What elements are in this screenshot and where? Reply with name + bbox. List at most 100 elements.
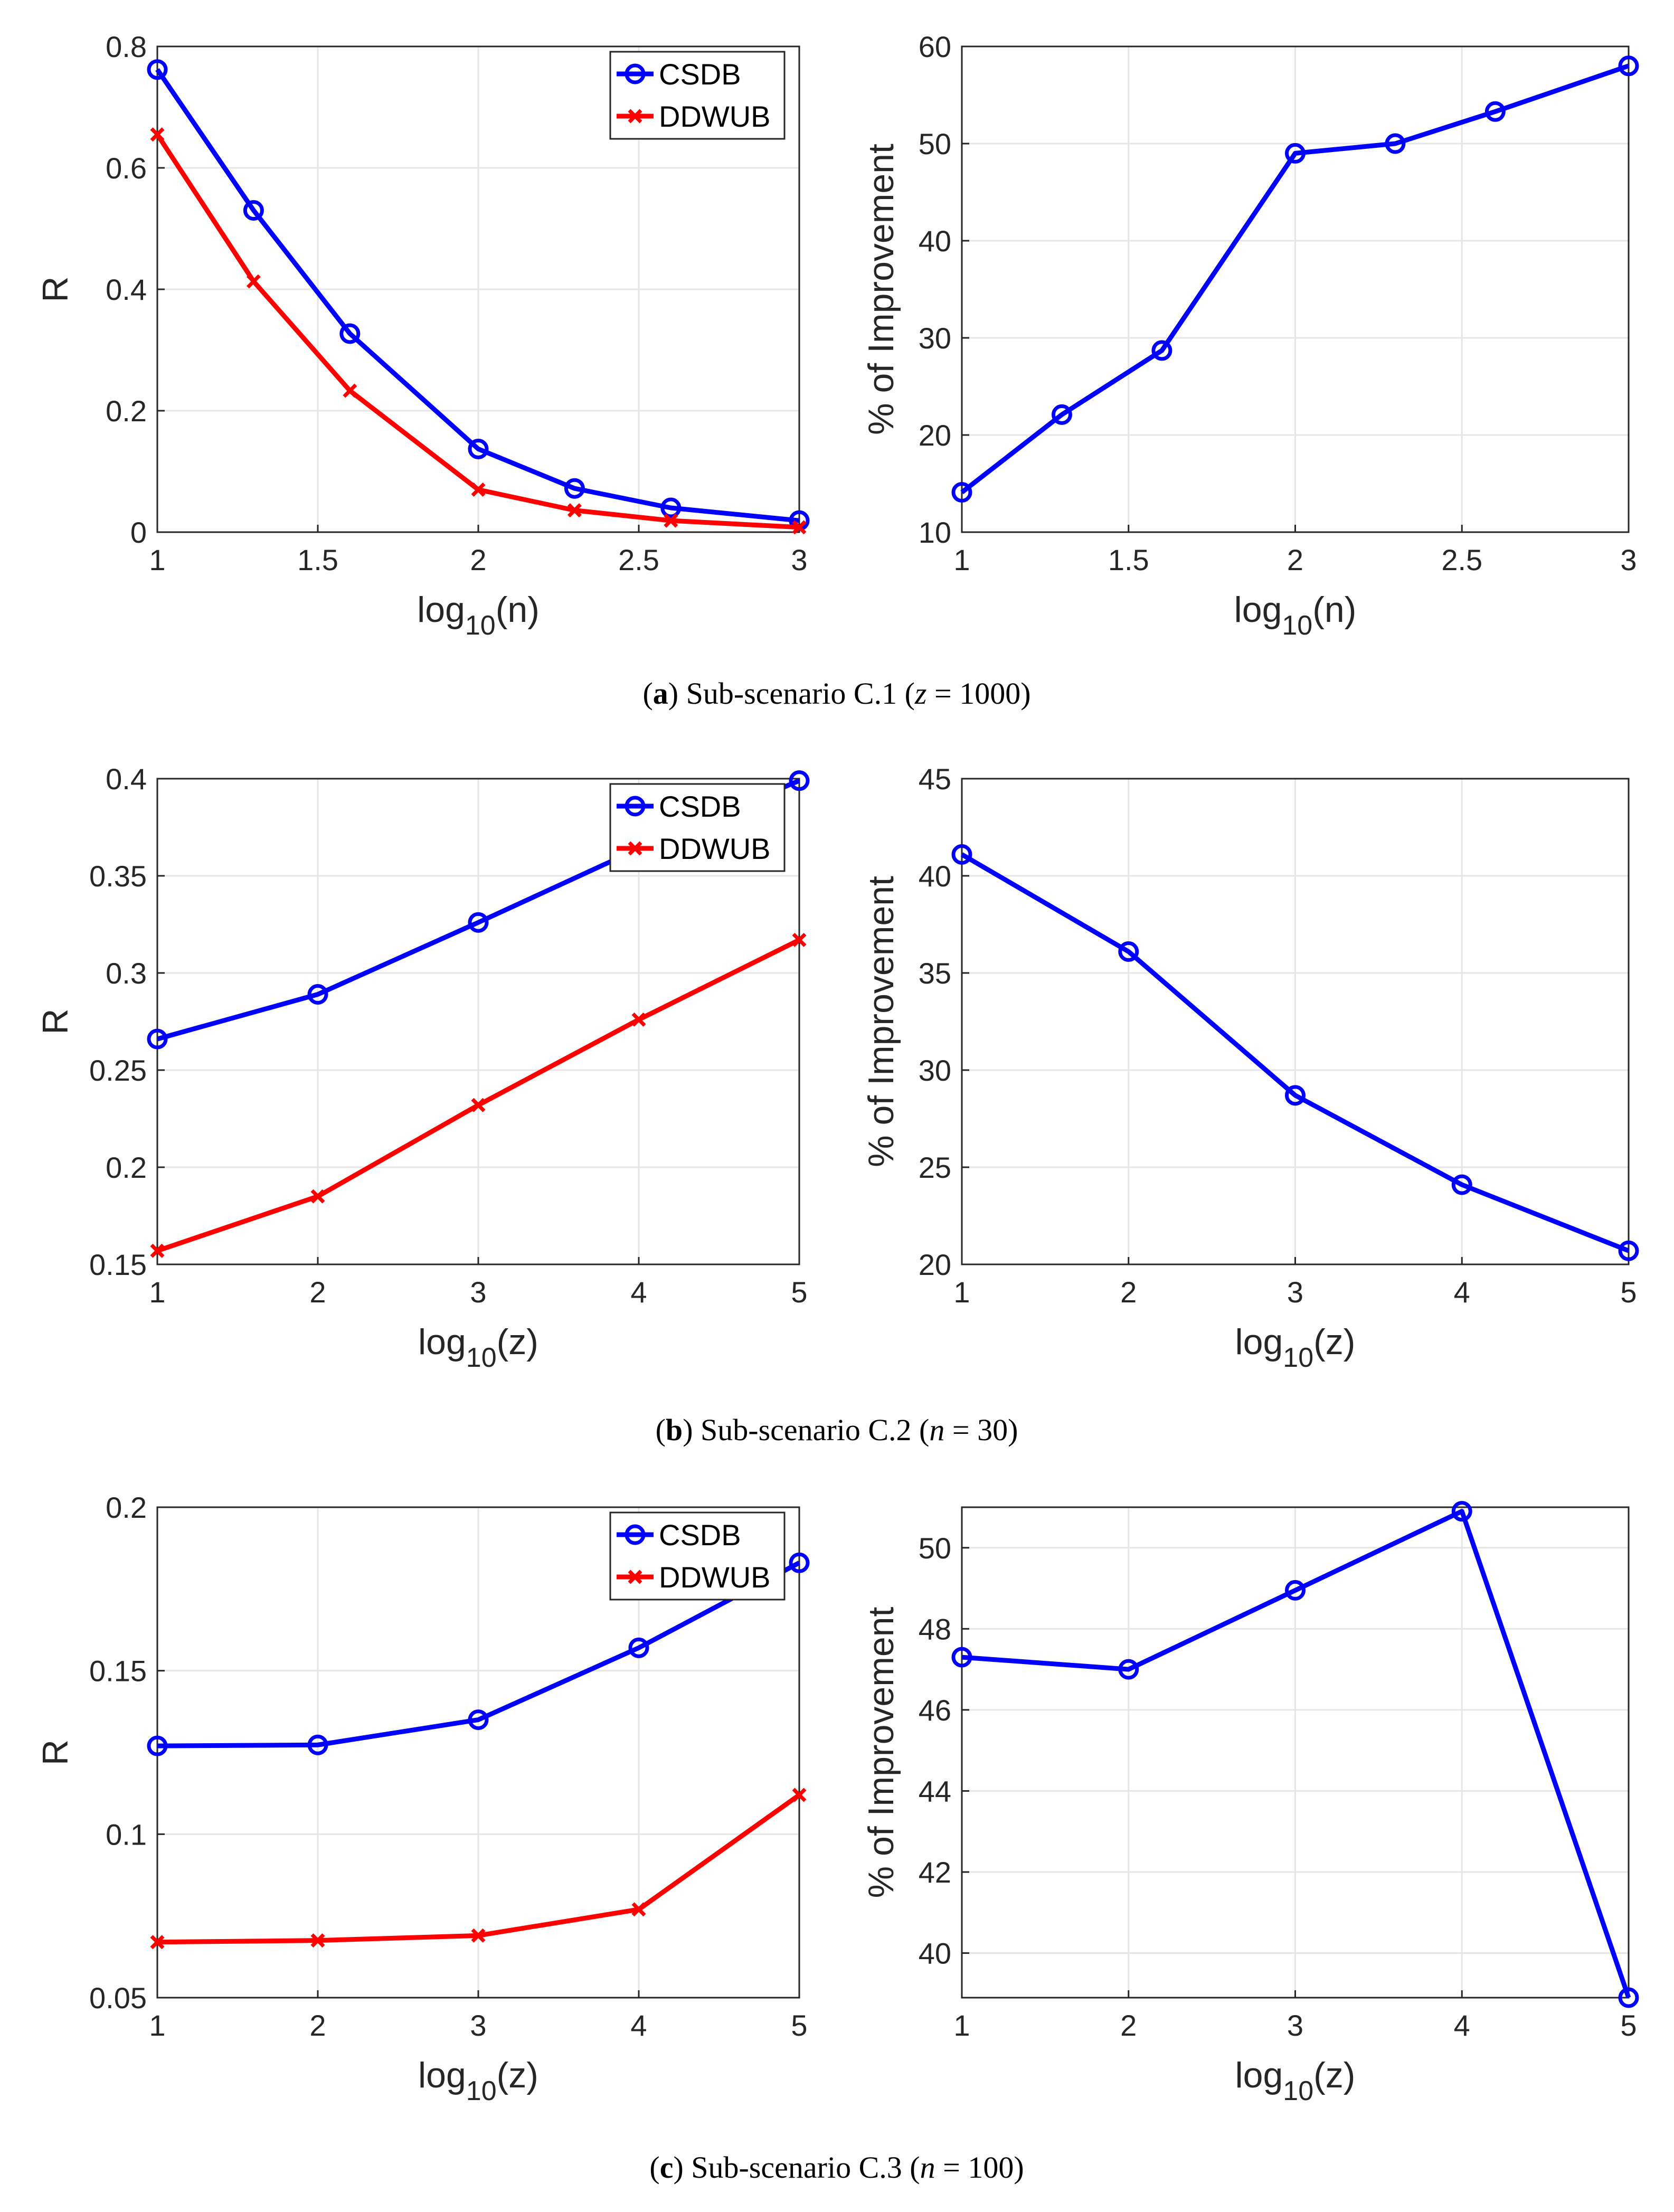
legend: CSDB DDWUB: [609, 1511, 786, 1601]
data-point: [310, 1189, 325, 1204]
y-tick-label: 40: [919, 859, 951, 893]
x-axis-label: log10(z): [418, 1322, 538, 1373]
x-tick-label: 3: [1287, 1275, 1303, 1309]
x-tick-label: 4: [630, 2009, 647, 2042]
y-tick-label: 0.05: [89, 1981, 147, 2015]
x-axis-label: log10(z): [1235, 2055, 1356, 2106]
x-axis-label: log10(z): [418, 2055, 538, 2106]
data-point: [147, 1028, 168, 1050]
data-point: [1618, 1987, 1639, 2008]
data-point: [628, 1637, 649, 1658]
legend-marker: [628, 109, 642, 124]
data-point: [789, 770, 810, 791]
legend-label-csdb: CSDB: [659, 790, 741, 823]
y-tick-label: 0.2: [106, 1491, 147, 1524]
data-point: [147, 59, 168, 80]
data-point: [307, 1734, 328, 1755]
x-tick-label: 5: [1620, 2009, 1637, 2042]
legend: CSDB DDWUB: [609, 51, 786, 140]
chart-b-left: 1 2 3 4 5 0.15 0.2 0.25 0.3 0.35 0.4 log10(z) R CSDB D…: [35, 762, 810, 1373]
y-tick-label: 0.35: [89, 859, 147, 893]
y-tick-label: 50: [919, 1532, 951, 1565]
y-tick-label: 0.1: [106, 1818, 147, 1851]
y-tick-label: 25: [919, 1151, 951, 1184]
data-point: [789, 1552, 810, 1573]
y-axis-label: R: [35, 1740, 75, 1765]
legend-label-csdb: CSDB: [659, 58, 741, 91]
x-axis-label: log10(n): [417, 590, 540, 641]
x-tick-label: 5: [791, 2009, 807, 2042]
caption-a: (a) Sub-scenario C.1 (z = 1000): [642, 676, 1030, 711]
x-tick-label: 1: [149, 1275, 165, 1309]
data-point: [660, 497, 682, 518]
data-point: [567, 503, 582, 518]
y-tick-label: 20: [919, 419, 951, 452]
x-axis-label: log10(z): [1235, 1322, 1356, 1373]
data-point: [951, 482, 972, 503]
y-tick-label: 0.15: [89, 1248, 147, 1281]
legend-label-csdb: CSDB: [659, 1518, 741, 1552]
y-axis-label: R: [35, 1008, 75, 1034]
data-point: [1285, 1580, 1306, 1601]
data-point: [792, 932, 807, 947]
data-point: [339, 323, 361, 344]
x-tick-label: 5: [791, 1275, 807, 1309]
data-point: [792, 520, 807, 535]
data-point: [471, 1928, 486, 1943]
y-axis-label: % of Improvement: [861, 1607, 901, 1898]
data-point: [1051, 404, 1072, 425]
y-tick-label: 48: [919, 1612, 951, 1646]
y-tick-label: 20: [919, 1248, 951, 1281]
y-tick-label: 40: [919, 1937, 951, 1970]
y-tick-label: 0.2: [106, 394, 147, 428]
x-tick-label: 3: [1620, 543, 1637, 576]
caption-b: (b) Sub-scenario C.2 (n = 30): [656, 1413, 1018, 1447]
y-tick-label: 0.4: [106, 762, 147, 796]
x-tick-label: 2.5: [618, 543, 659, 576]
y-tick-label: 40: [919, 224, 951, 258]
chart-a-left: 1 1.5 2 2.5 3 0 0.2 0.4 0.6 0.8 log10(n) R CSDB DDWUB: [35, 30, 810, 641]
y-tick-label: 30: [919, 322, 951, 355]
y-tick-label: 45: [919, 762, 951, 796]
data-point: [1618, 55, 1639, 77]
legend-label-ddwub: DDWUB: [659, 100, 771, 133]
x-tick-label: 3: [791, 543, 807, 576]
legend-marker: [628, 1570, 642, 1584]
legend-label-ddwub: DDWUB: [659, 832, 771, 865]
y-axis-label: % of Improvement: [861, 876, 901, 1167]
x-tick-label: 1: [149, 543, 165, 576]
data-point: [792, 1788, 807, 1802]
y-tick-label: 30: [919, 1054, 951, 1087]
data-point: [471, 483, 486, 497]
y-tick-label: 50: [919, 127, 951, 160]
x-tick-label: 3: [1287, 2009, 1303, 2042]
y-tick-label: 0.15: [89, 1655, 147, 1688]
data-point: [631, 1012, 646, 1027]
chart-a-right: 1 1.5 2 2.5 3 10 20 30 40 50 60 log10(n) % of Improv…: [861, 30, 1639, 641]
legend-label-ddwub: DDWUB: [659, 1561, 771, 1594]
x-tick-label: 1.5: [297, 543, 338, 576]
legend-marker: [625, 796, 646, 817]
data-point: [150, 127, 165, 142]
series-line-improvement: [961, 1509, 1631, 1999]
series-line-improvement: [960, 852, 1630, 1253]
series-line-csdb: [155, 68, 800, 523]
data-point: [310, 1933, 325, 1948]
data-point: [631, 1902, 646, 1917]
data-point: [1118, 941, 1139, 962]
y-tick-label: 44: [919, 1774, 951, 1808]
y-tick-label: 0.6: [106, 152, 147, 185]
data-point: [468, 438, 489, 459]
x-tick-label: 2: [309, 2009, 326, 2042]
data-point: [468, 1709, 489, 1731]
data-point: [951, 1647, 972, 1668]
x-tick-label: 1.5: [1108, 543, 1149, 576]
data-point: [1484, 101, 1506, 122]
y-tick-label: 46: [919, 1694, 951, 1727]
chart-c-left: 1 2 3 4 5 0.05 0.1 0.15 0.2 log10(z) R CSDB DDWUB: [35, 1491, 810, 2106]
y-axis-label: R: [35, 276, 75, 302]
x-tick-label: 1: [149, 2009, 165, 2042]
data-point: [1618, 1240, 1639, 1261]
